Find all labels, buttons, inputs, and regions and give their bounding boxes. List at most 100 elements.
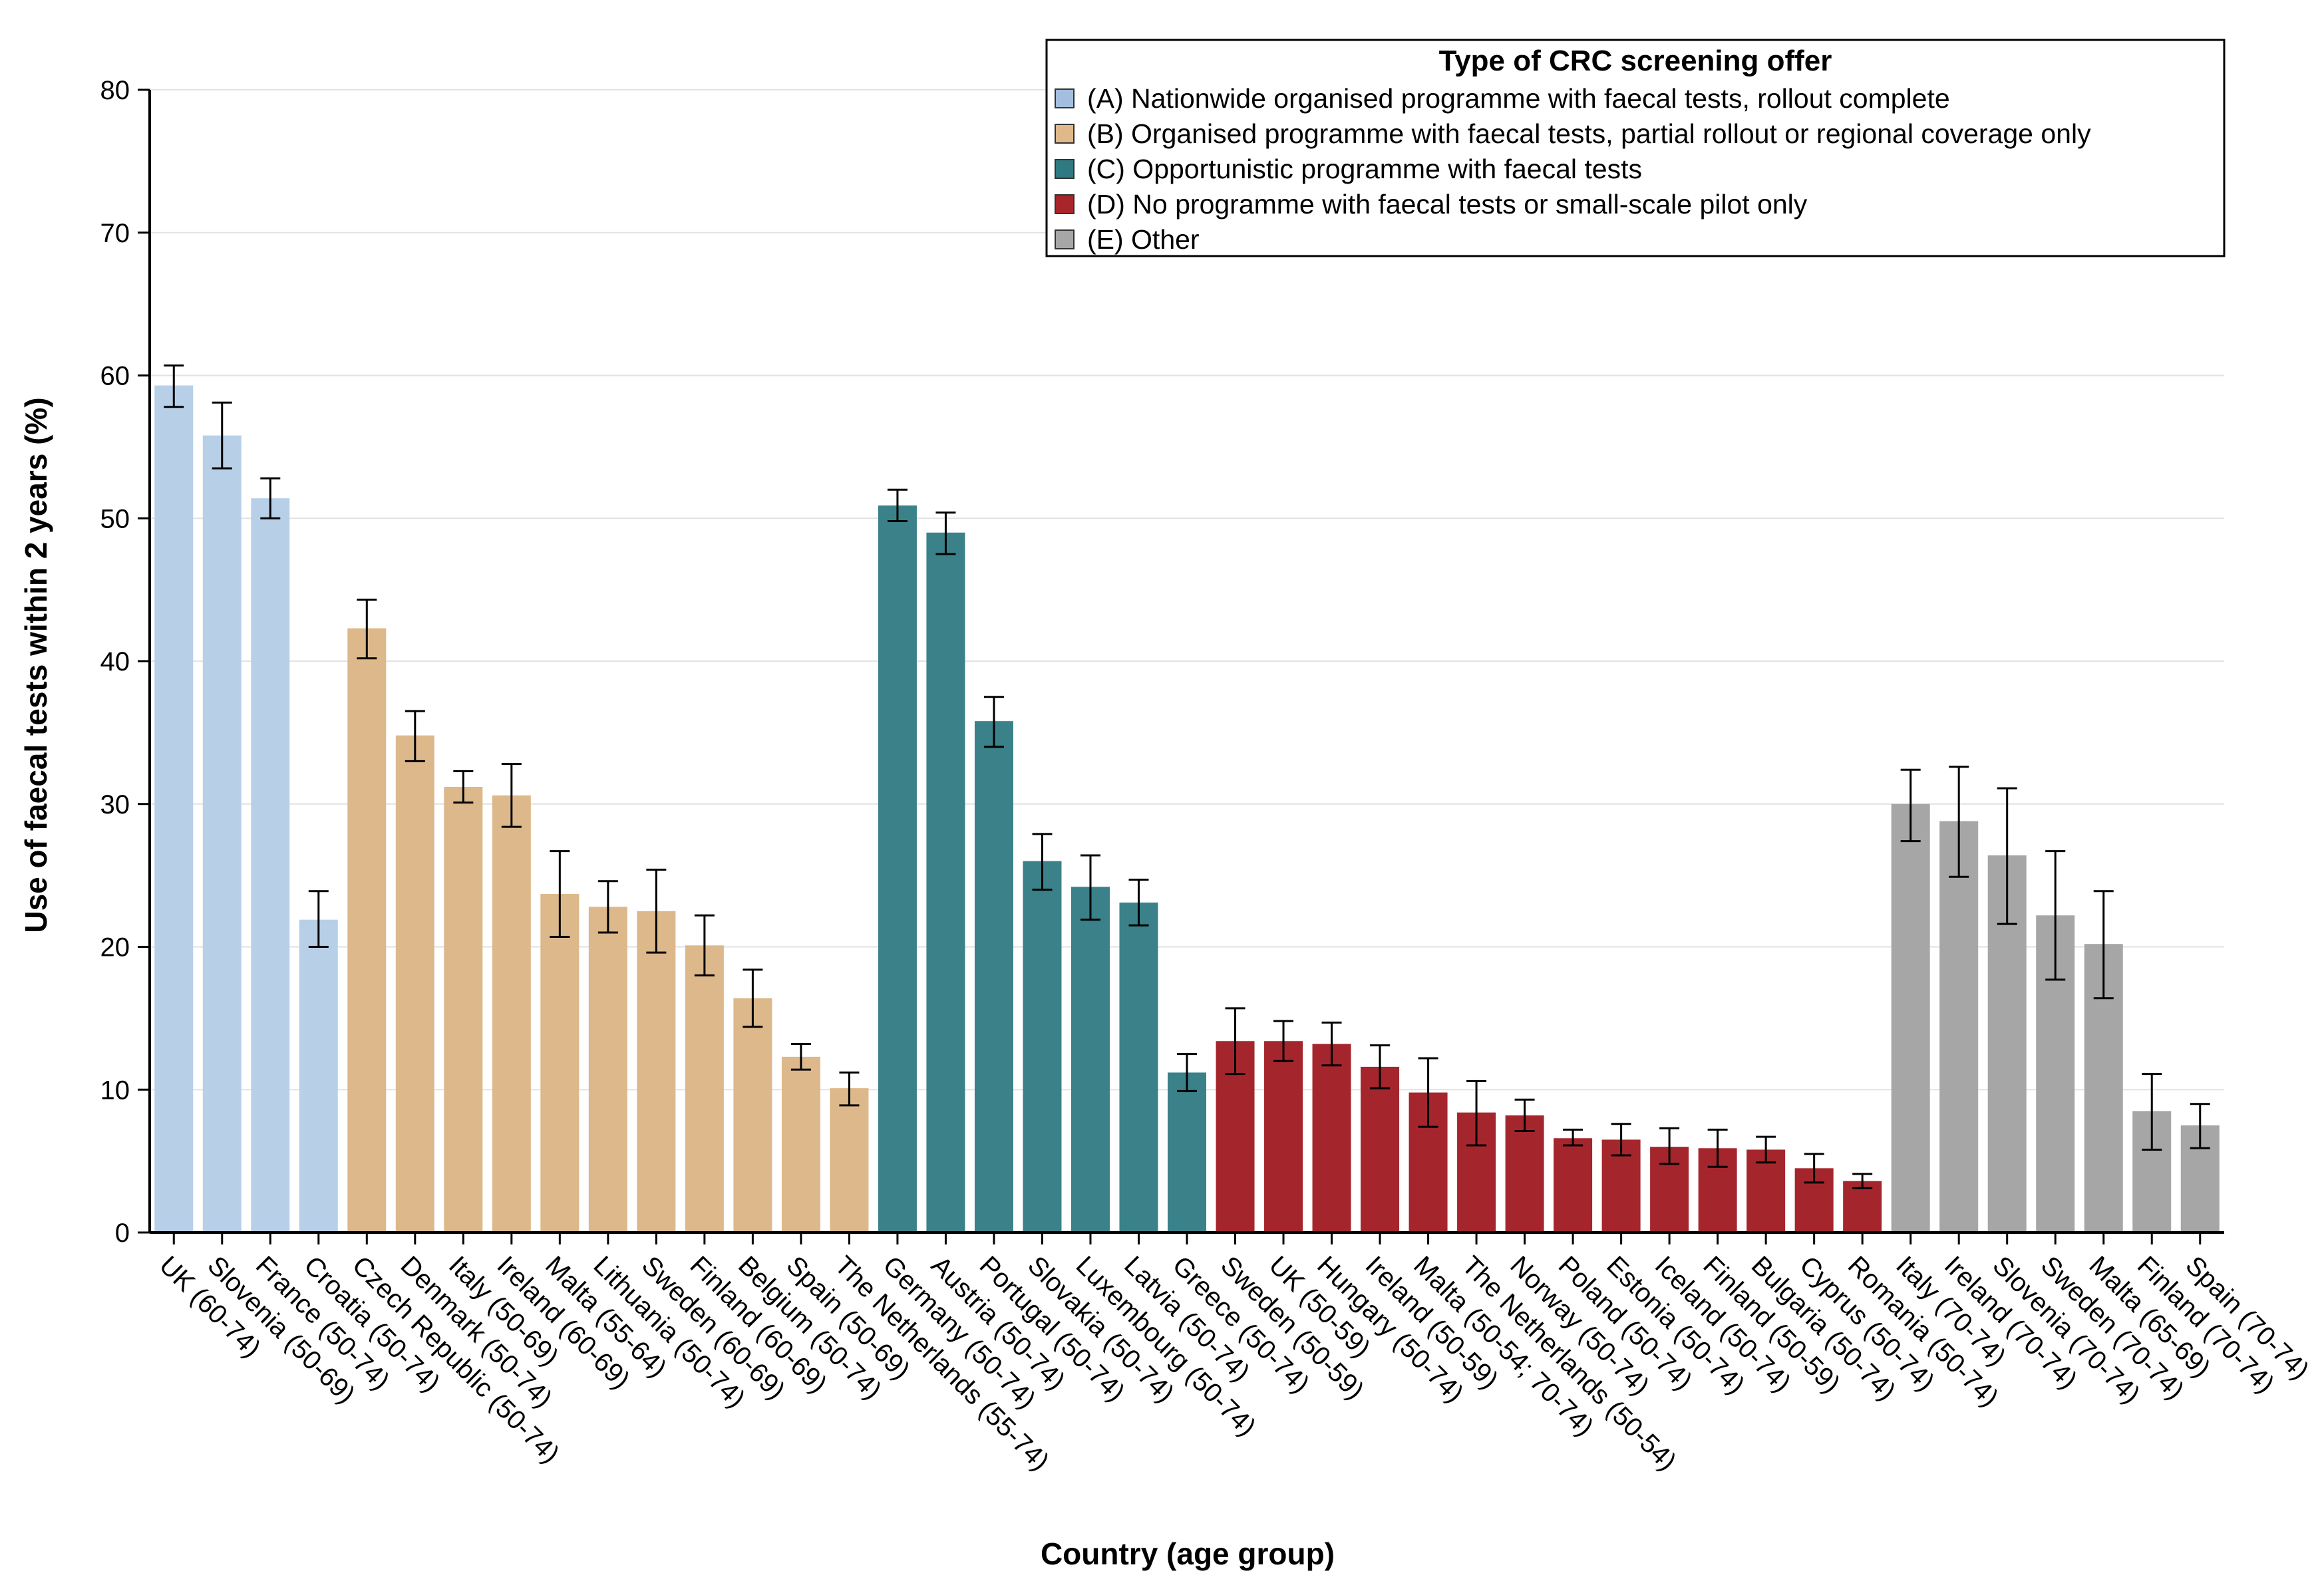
error-bar	[357, 599, 377, 660]
error-bar	[260, 477, 281, 519]
legend-swatch	[1055, 159, 1075, 179]
error-bar	[1659, 1127, 1680, 1165]
error-bar	[405, 710, 425, 762]
y-tick-label: 20	[100, 933, 130, 962]
error-bar	[1563, 1128, 1583, 1147]
bar	[878, 505, 917, 1232]
legend: Type of CRC screening offer (A) Nationwi…	[1045, 39, 2226, 257]
bar	[926, 532, 965, 1232]
bar	[1361, 1066, 1400, 1232]
error-bar	[1032, 833, 1053, 891]
error-bar	[501, 763, 522, 828]
legend-swatch	[1055, 88, 1075, 108]
bar	[1891, 803, 1930, 1232]
legend-swatch	[1055, 124, 1075, 144]
error-bar	[1370, 1044, 1391, 1089]
legend-label: (C) Opportunistic programme with faecal …	[1087, 154, 1642, 184]
error-bar	[2142, 1073, 2162, 1151]
bar	[299, 919, 338, 1232]
error-bar	[164, 364, 184, 408]
error-bar	[1273, 1020, 1294, 1062]
bar	[202, 435, 242, 1232]
error-bar	[694, 914, 715, 976]
error-bar	[2045, 850, 2066, 981]
error-bar	[550, 850, 570, 938]
error-bar	[839, 1071, 860, 1107]
legend-label: (B) Organised programme with faecal test…	[1087, 118, 2091, 149]
error-bar	[1128, 879, 1149, 927]
bar	[1167, 1072, 1207, 1232]
error-bars	[164, 364, 2210, 1189]
bar	[685, 945, 724, 1232]
bar	[637, 911, 676, 1232]
error-bar	[790, 1043, 811, 1071]
error-bar	[1756, 1135, 1776, 1164]
bar	[347, 628, 387, 1232]
y-tick-label: 70	[100, 219, 130, 248]
error-bar	[1611, 1123, 1631, 1157]
error-bar	[1514, 1098, 1535, 1133]
error-bar	[646, 869, 667, 954]
x-tick-labels: UK (60-74)Slovenia (50-69)France (50-74)…	[154, 1250, 2315, 1476]
error-bar	[1177, 1053, 1197, 1092]
error-bar	[597, 880, 618, 934]
error-bar	[1225, 1007, 1245, 1076]
bar	[1264, 1041, 1303, 1232]
error-bar	[983, 696, 1004, 748]
bar	[1505, 1115, 1544, 1232]
bar	[251, 498, 290, 1232]
bar	[1554, 1138, 1593, 1232]
bar	[733, 998, 772, 1232]
bar	[974, 721, 1013, 1232]
error-bar	[1949, 766, 1969, 878]
bar	[444, 786, 483, 1232]
error-bar	[1080, 854, 1100, 921]
y-tick-label: 40	[100, 647, 130, 676]
legend-box	[1045, 39, 2226, 257]
y-tick-label: 50	[100, 504, 130, 533]
y-axis-title: Use of faecal tests within 2 years (%)	[19, 397, 53, 933]
error-bar	[935, 511, 956, 555]
error-bar	[453, 770, 474, 804]
bar	[1843, 1181, 1882, 1232]
error-bar	[1804, 1153, 1824, 1184]
error-bar	[1997, 787, 2017, 925]
bar	[1939, 821, 1979, 1232]
legend-label: (D) No programme with faecal tests or sm…	[1087, 189, 1808, 219]
y-tick-label: 0	[115, 1219, 130, 1248]
y-tick-label: 60	[100, 362, 130, 391]
axes: 0 10 20 30 40 50 60 70 80	[100, 76, 2224, 1248]
bar	[1312, 1044, 1351, 1232]
bar	[492, 795, 531, 1232]
error-bar	[1466, 1080, 1487, 1147]
error-bar	[2190, 1103, 2210, 1149]
bar	[1023, 861, 1062, 1232]
legend-swatch	[1055, 194, 1075, 214]
legend-swatch	[1055, 229, 1075, 249]
y-tick-label: 30	[100, 790, 130, 819]
error-bar	[2093, 890, 2114, 1000]
bar	[154, 385, 194, 1232]
error-bar	[308, 890, 329, 948]
bar	[1119, 902, 1158, 1232]
legend-label: (E) Other	[1087, 224, 1200, 255]
x-axis-title: Country (age group)	[1041, 1536, 1335, 1571]
error-bar	[212, 401, 232, 470]
error-bar	[1900, 768, 1921, 843]
legend-label: (A) Nationwide organised programme with …	[1087, 83, 1950, 114]
bar	[395, 735, 434, 1232]
bar	[781, 1056, 820, 1232]
error-bar	[1707, 1128, 1728, 1168]
legend-entries: (A) Nationwide organised programme with …	[1055, 83, 2091, 255]
y-tick-label: 80	[100, 76, 130, 105]
bar	[540, 894, 580, 1232]
y-tick-label: 10	[100, 1076, 130, 1105]
bar	[830, 1088, 869, 1232]
legend-title: Type of CRC screening offer	[1439, 45, 1832, 77]
error-bar	[743, 968, 763, 1028]
bar	[1071, 887, 1110, 1232]
bar	[588, 907, 627, 1232]
error-bar	[1852, 1173, 1873, 1189]
error-bar	[887, 488, 908, 523]
